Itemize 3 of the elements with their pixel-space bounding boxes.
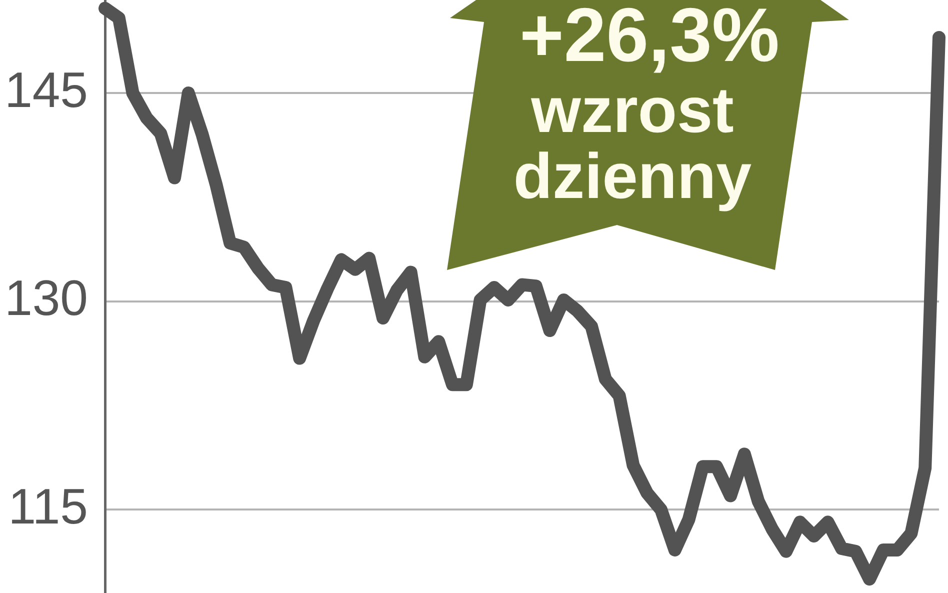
y-tick-label: 130 [4, 270, 88, 326]
y-tick-label: 115 [8, 478, 88, 534]
y-tick-label: 145 [4, 62, 88, 118]
